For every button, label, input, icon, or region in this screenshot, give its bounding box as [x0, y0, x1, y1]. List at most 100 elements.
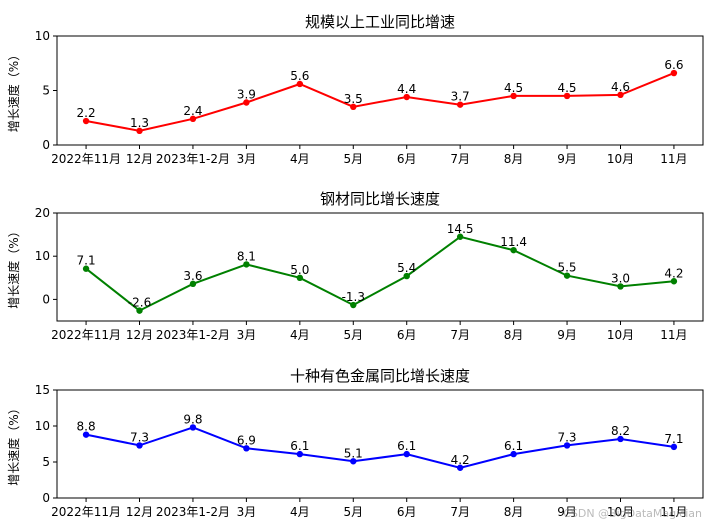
x-tick-label: 5月: [343, 328, 363, 342]
chart-title-3: 十种有色金属同比增长速度: [290, 367, 470, 385]
data-label: 3.6: [183, 269, 202, 283]
y-tick-label: 20: [35, 206, 50, 220]
x-tick-label: 2022年11月: [51, 152, 121, 166]
data-label: 6.1: [504, 439, 523, 453]
data-label: 8.1: [237, 249, 256, 263]
x-tick-label: 7月: [450, 152, 470, 166]
data-label: 6.9: [237, 433, 256, 447]
data-label: 3.0: [611, 271, 630, 285]
data-label: 5.6: [290, 69, 309, 83]
data-point: [510, 92, 517, 100]
y-axis-label-3: 增长速度（%）: [6, 402, 21, 485]
data-label: 2.4: [183, 104, 202, 118]
data-label: 8.2: [611, 424, 630, 438]
data-point: [82, 431, 90, 438]
data-label: -1.3: [342, 290, 365, 304]
data-point: [189, 424, 197, 431]
x-tick-label: 12月: [126, 328, 153, 342]
x-tick-label: 5月: [343, 152, 363, 166]
data-point: [617, 435, 624, 443]
data-point: [189, 115, 197, 123]
x-tick-label: 10月: [607, 328, 634, 342]
x-tick-label: 3月: [237, 505, 257, 519]
data-point: [617, 91, 624, 99]
x-tick-label: 4月: [290, 152, 310, 166]
x-tick-label: 10月: [607, 505, 634, 519]
axes-frame-1: [56, 35, 704, 146]
data-point: [563, 272, 571, 279]
data-label: 3.9: [237, 87, 256, 101]
y-tick-label: 0: [42, 138, 50, 152]
data-point: [403, 450, 410, 458]
x-tick-label: 8月: [504, 505, 524, 519]
data-label: 7.1: [664, 432, 683, 446]
axes-frame-2: [56, 212, 704, 322]
data-label: 14.5: [447, 222, 474, 236]
x-tick-label: 7月: [450, 505, 470, 519]
data-point: [456, 233, 464, 240]
data-point: [617, 283, 624, 290]
data-point: [670, 278, 678, 285]
x-tick-label: 6月: [397, 328, 417, 342]
data-label: 6.6: [664, 58, 683, 72]
x-tick-label: 4月: [290, 328, 310, 342]
y-tick-label: 10: [35, 419, 50, 433]
y-axis-label-1: 增长速度（%）: [6, 49, 21, 132]
data-label: 9.8: [183, 412, 202, 426]
data-point: [350, 458, 357, 465]
data-point: [243, 445, 250, 452]
data-label: 4.2: [451, 453, 470, 467]
watermark: CSDN @BigDataMagician: [563, 507, 702, 520]
data-point: [403, 272, 410, 280]
data-label: 11.4: [500, 235, 527, 249]
data-label: 7.3: [130, 430, 149, 444]
chart-title-1: 规模以上工业同比增速: [305, 13, 455, 31]
data-point: [510, 246, 517, 254]
series-line-2: [85, 235, 674, 312]
data-point: [456, 464, 464, 471]
x-tick-label: 2022年11月: [51, 505, 121, 519]
data-label: 1.3: [130, 116, 149, 130]
data-label: 4.5: [557, 81, 576, 95]
data-label: 7.1: [77, 254, 96, 268]
x-tick-label: 8月: [504, 152, 524, 166]
data-label: 3.5: [344, 92, 363, 106]
x-tick-label: 3月: [237, 328, 257, 342]
data-point: [136, 442, 143, 449]
x-tick-label: 8月: [504, 328, 524, 342]
data-point: [243, 99, 250, 106]
data-label: 3.7: [451, 90, 470, 104]
data-label: 4.2: [664, 266, 683, 280]
x-tick-label: 3月: [237, 152, 257, 166]
data-point: [563, 442, 571, 449]
x-tick-label: 6月: [397, 505, 417, 519]
data-label: 5.0: [290, 263, 309, 277]
data-label: 6.1: [290, 439, 309, 453]
data-point: [670, 443, 678, 451]
x-tick-label: 4月: [290, 505, 310, 519]
data-point: [296, 274, 304, 281]
data-label: 8.8: [77, 420, 96, 434]
x-tick-label: 2023年1-2月: [156, 328, 230, 342]
chart-title-2: 钢材同比增长速度: [320, 190, 440, 208]
data-point: [670, 69, 678, 77]
data-point: [456, 101, 464, 108]
data-point: [563, 92, 571, 100]
x-tick-label: 9月: [557, 505, 577, 519]
series-line-1: [85, 72, 675, 132]
data-point: [350, 103, 357, 111]
data-point: [296, 80, 304, 88]
data-point: [350, 301, 357, 309]
data-point: [189, 280, 197, 288]
x-tick-label: 2023年1-2月: [156, 505, 230, 519]
x-tick-label: 11月: [660, 505, 687, 519]
x-tick-label: 11月: [660, 152, 687, 166]
x-tick-label: 10月: [607, 152, 634, 166]
y-tick-label: 10: [35, 29, 50, 43]
x-tick-label: 6月: [397, 152, 417, 166]
x-tick-label: 11月: [660, 328, 687, 342]
data-label: 5.1: [344, 446, 363, 460]
data-label: 4.6: [611, 80, 630, 94]
data-point: [82, 265, 90, 272]
y-tick-label: 5: [42, 455, 50, 469]
